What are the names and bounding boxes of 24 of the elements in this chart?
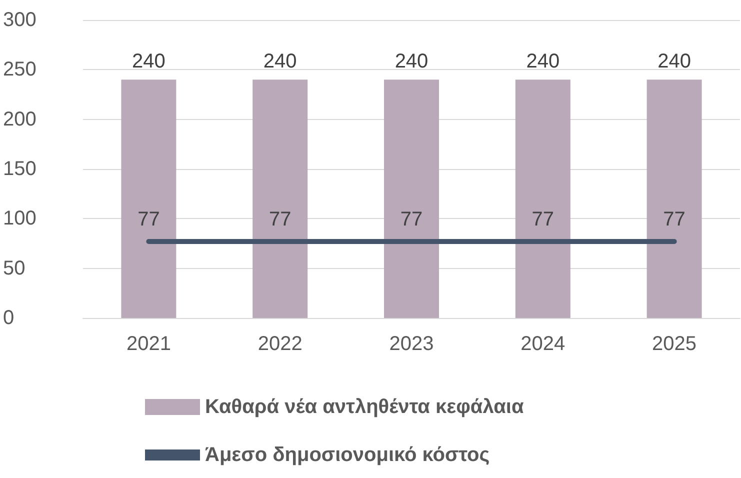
legend-label: Άμεσο δημοσιονομικό κόστος [205, 444, 490, 466]
y-tick-label: 50 [3, 257, 26, 280]
x-tick-label: 2024 [520, 333, 566, 355]
x-tick-label: 2023 [389, 333, 434, 355]
data-label: 240 [132, 50, 166, 73]
data-label: 240 [526, 50, 560, 73]
y-tick-label: 150 [3, 158, 36, 180]
y-tick-label: 200 [3, 108, 36, 130]
data-label: 77 [138, 208, 160, 231]
data-label: 77 [268, 208, 292, 231]
data-label: 240 [263, 50, 297, 73]
legend-label: Καθαρά νέα αντληθέντα κεφάλαια [205, 396, 524, 418]
y-tick-label: 300 [3, 9, 36, 31]
data-label: 240 [658, 50, 691, 73]
y-tick-label: 250 [3, 58, 36, 81]
data-label: 77 [532, 208, 554, 231]
data-label: 240 [394, 50, 428, 73]
x-tick-label: 2022 [258, 333, 302, 355]
y-tick-label: 0 [3, 307, 14, 329]
data-label: 77 [400, 208, 423, 231]
data-label: 77 [663, 208, 686, 231]
x-tick-label: 2025 [652, 333, 697, 355]
y-tick-label: 100 [3, 208, 36, 230]
x-tick-label: 2021 [126, 333, 171, 355]
